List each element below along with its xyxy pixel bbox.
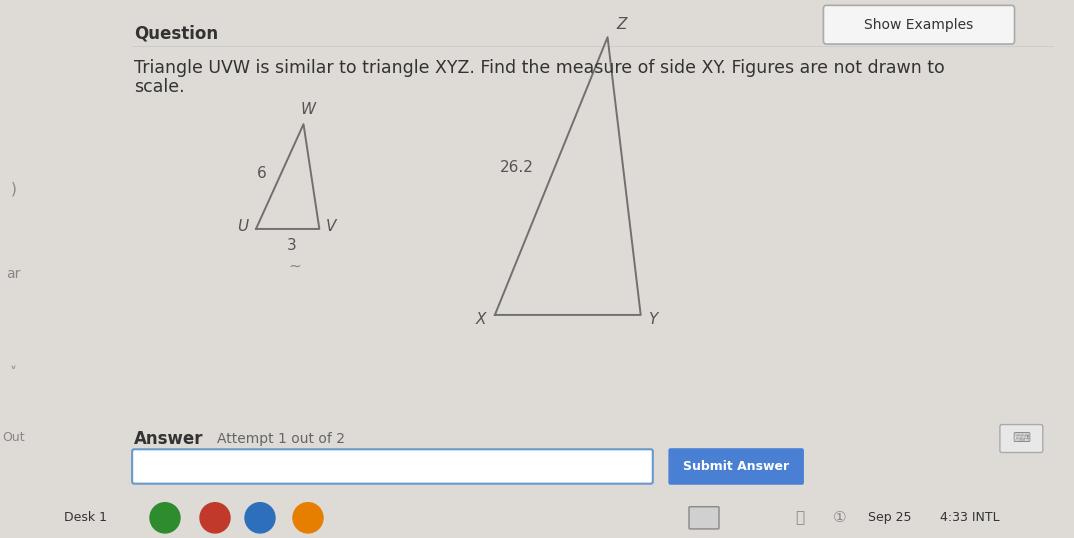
Text: 6: 6 — [258, 166, 267, 181]
Text: Z: Z — [616, 17, 626, 32]
Circle shape — [150, 502, 180, 533]
Text: ⓘ: ⓘ — [796, 511, 804, 525]
FancyBboxPatch shape — [132, 449, 653, 484]
FancyBboxPatch shape — [824, 5, 1015, 44]
Text: Desk 1: Desk 1 — [63, 511, 106, 525]
Text: 3: 3 — [287, 238, 296, 252]
Circle shape — [200, 502, 230, 533]
Text: ˅: ˅ — [10, 366, 17, 380]
Circle shape — [293, 502, 323, 533]
Text: W: W — [301, 102, 316, 117]
Text: Out: Out — [2, 431, 25, 444]
Text: Sep 25: Sep 25 — [868, 511, 912, 525]
Text: Show Examples: Show Examples — [865, 18, 974, 32]
Text: 26.2: 26.2 — [500, 160, 534, 175]
Text: Attempt 1 out of 2: Attempt 1 out of 2 — [217, 431, 345, 445]
Text: X: X — [476, 312, 487, 327]
Text: ①: ① — [833, 511, 846, 525]
Text: Y: Y — [648, 312, 657, 327]
Text: Answer: Answer — [134, 429, 204, 448]
Text: Question: Question — [134, 25, 218, 43]
Text: Submit Answer: Submit Answer — [683, 460, 788, 473]
Text: U: U — [236, 220, 248, 234]
Circle shape — [245, 502, 275, 533]
Text: 4:33 INTL: 4:33 INTL — [940, 511, 1000, 525]
Text: ar: ar — [6, 267, 20, 281]
Text: ⌨: ⌨ — [1013, 432, 1030, 445]
Text: ): ) — [11, 182, 16, 196]
Text: V: V — [325, 220, 336, 234]
FancyBboxPatch shape — [668, 448, 804, 485]
Text: ~: ~ — [289, 259, 302, 274]
FancyBboxPatch shape — [1000, 424, 1043, 452]
Text: scale.: scale. — [134, 79, 185, 96]
FancyBboxPatch shape — [690, 507, 719, 529]
Text: Triangle UVW is similar to triangle XYZ. Find the measure of side XY. Figures ar: Triangle UVW is similar to triangle XYZ.… — [134, 59, 945, 77]
